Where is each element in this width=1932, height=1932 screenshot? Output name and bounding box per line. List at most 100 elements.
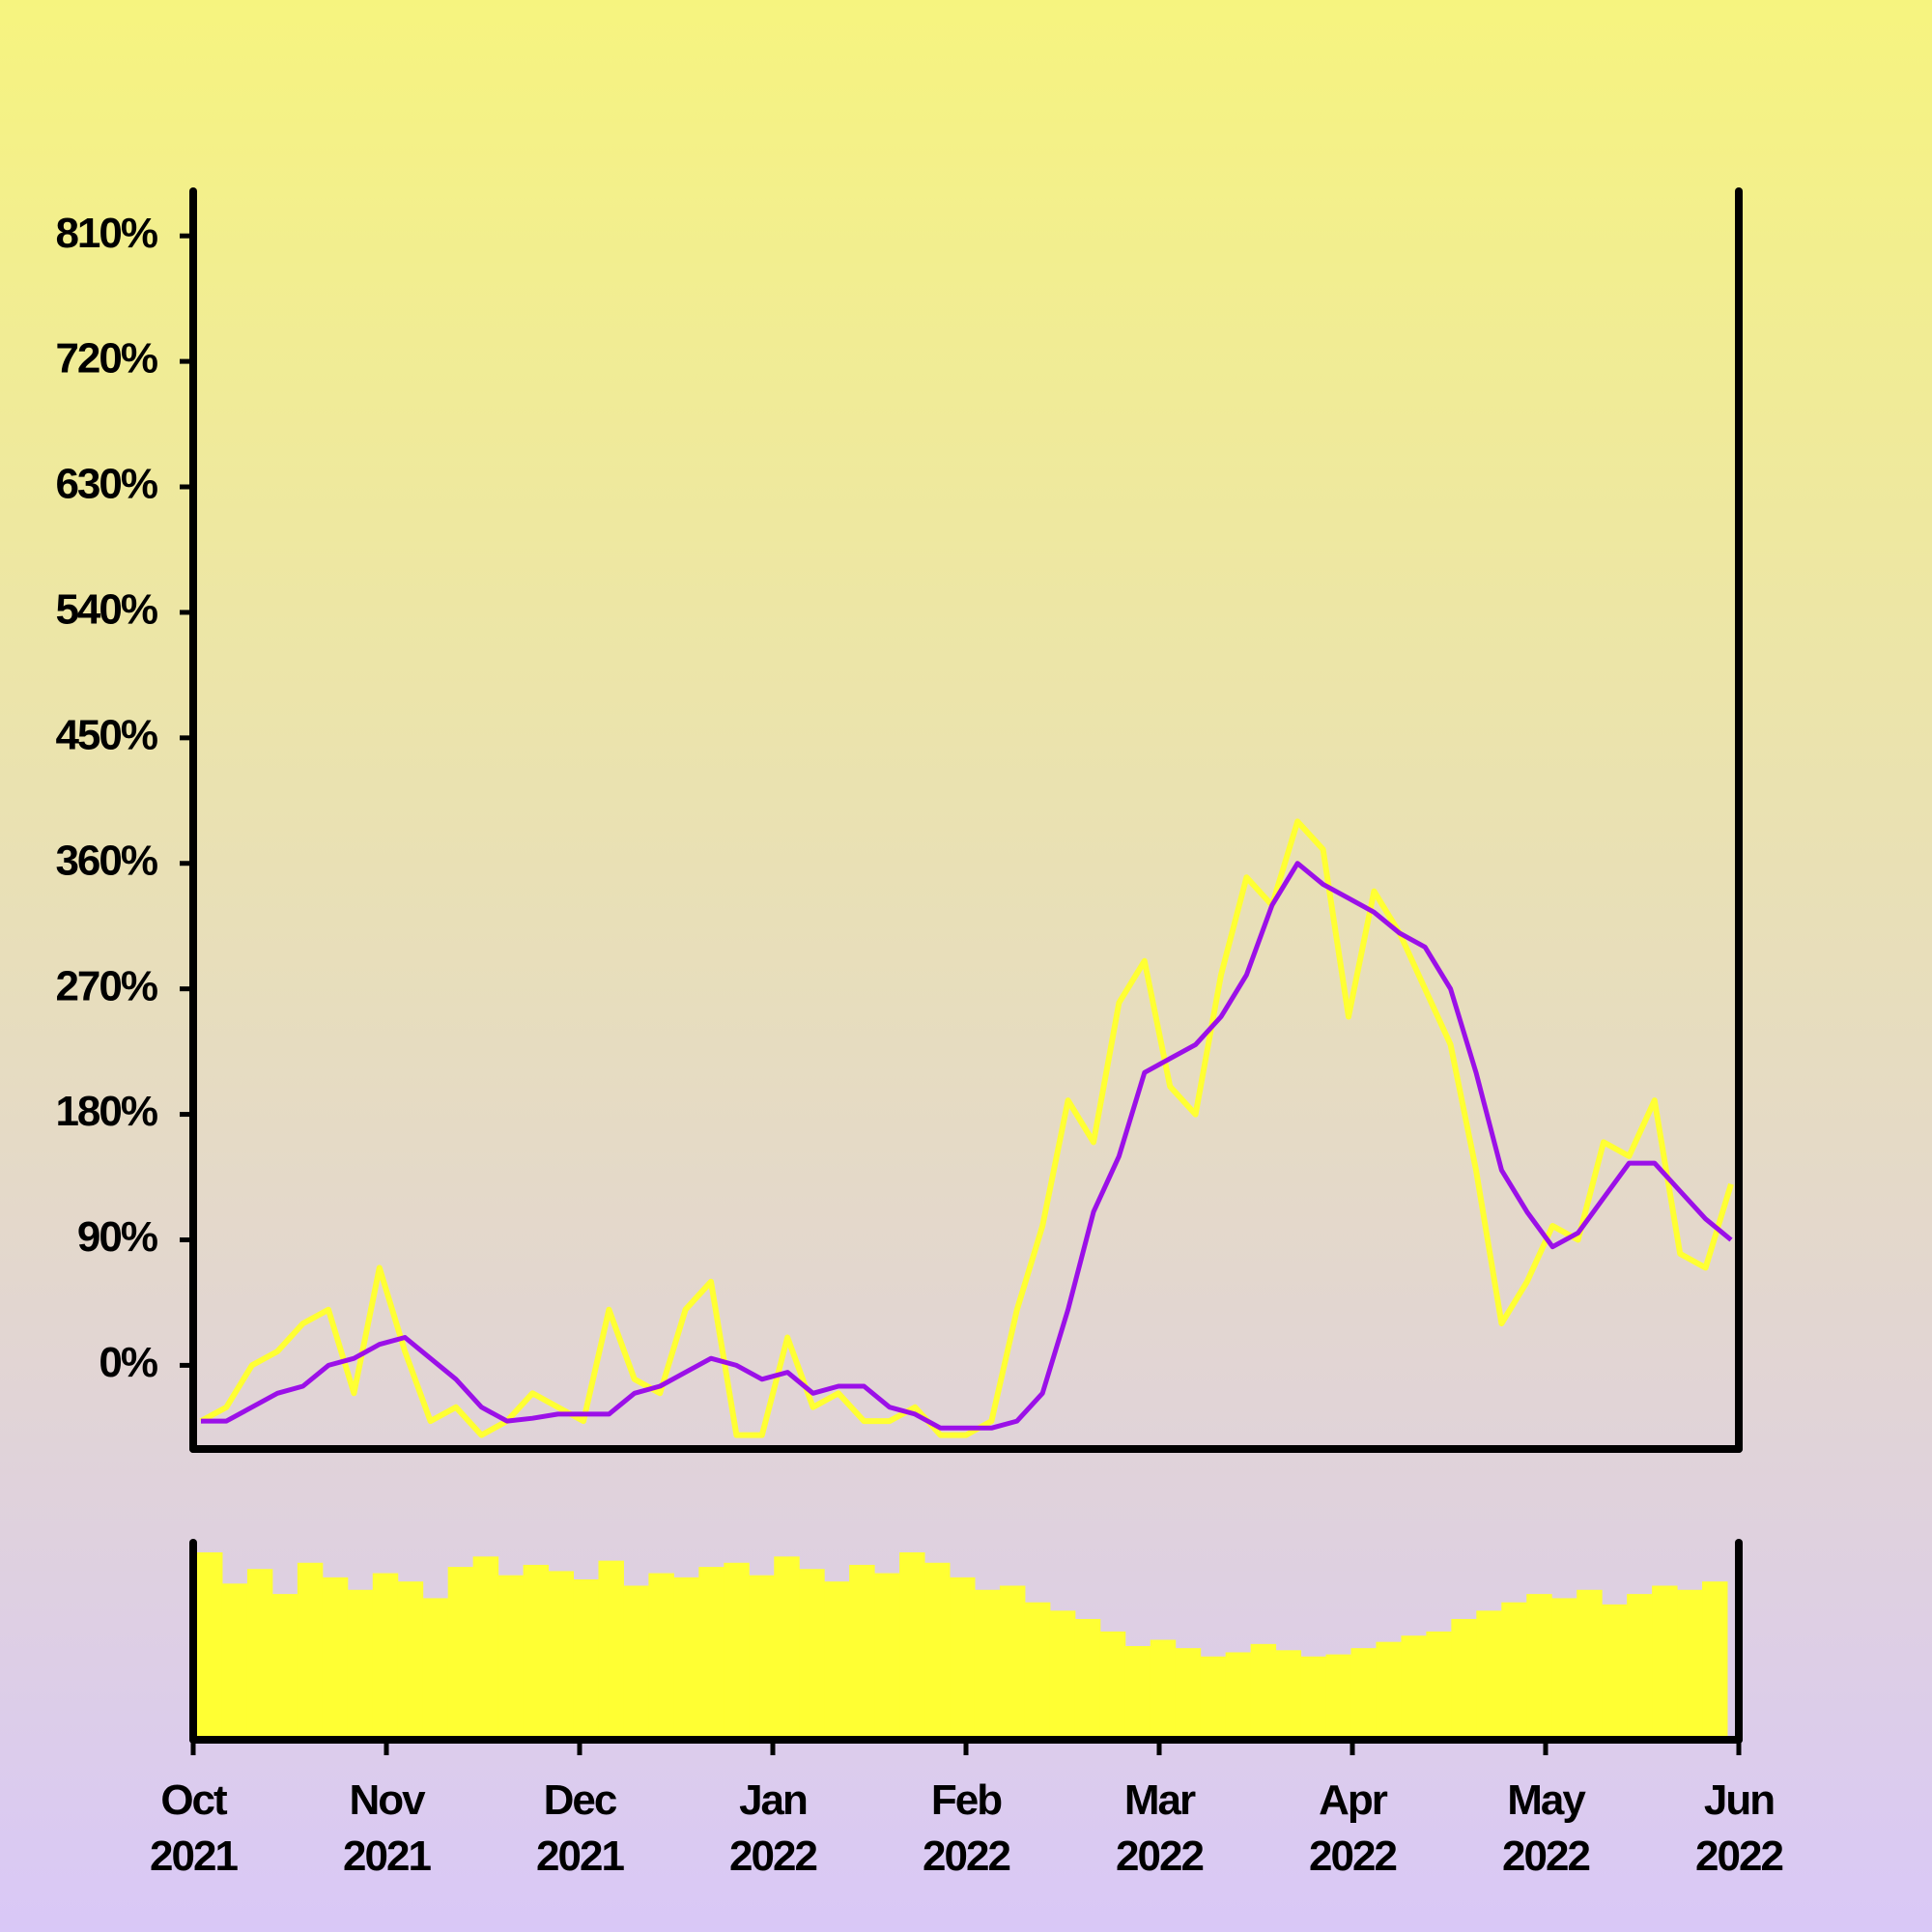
y-tick-label: 720% bbox=[55, 335, 156, 383]
x-tick-label-line: 2021 bbox=[343, 1833, 431, 1880]
volume-bar bbox=[1476, 1610, 1502, 1740]
volume-bar bbox=[1602, 1604, 1628, 1740]
x-tick-label-line: 2022 bbox=[1309, 1833, 1396, 1880]
volume-bar bbox=[724, 1562, 750, 1740]
y-tick-label: 450% bbox=[55, 711, 156, 758]
volume-bar bbox=[1702, 1581, 1728, 1740]
volume-bar bbox=[874, 1573, 900, 1740]
x-tick-label-line: 2021 bbox=[536, 1833, 624, 1880]
volume-bar bbox=[1325, 1654, 1351, 1740]
volume-bar bbox=[1350, 1648, 1377, 1740]
volume-bar bbox=[1652, 1585, 1678, 1740]
volume-bar bbox=[246, 1569, 273, 1740]
x-tick-label-line: May bbox=[1507, 1776, 1586, 1824]
y-tick-label: 180% bbox=[55, 1088, 156, 1135]
volume-bar bbox=[548, 1571, 575, 1740]
plot: 0% 90% 180% 270% 360% 450% 540% 630% 720% 810% Oct… bbox=[55, 187, 1784, 1880]
volume-bar bbox=[799, 1569, 825, 1740]
y-tick-label: 0% bbox=[99, 1339, 156, 1386]
x-tick-label-line: 2021 bbox=[150, 1833, 238, 1880]
volume-bar bbox=[899, 1552, 925, 1740]
volume-bar bbox=[673, 1577, 699, 1740]
volume-bar bbox=[648, 1573, 674, 1740]
volume-bar bbox=[1300, 1656, 1327, 1740]
x-tick-label-line: 2022 bbox=[1502, 1833, 1589, 1880]
volume-bar bbox=[1677, 1589, 1703, 1740]
volume-bar bbox=[950, 1577, 976, 1740]
volume-bar bbox=[1074, 1618, 1101, 1740]
volume-bar bbox=[1627, 1594, 1653, 1740]
y-tick-label: 810% bbox=[55, 210, 156, 257]
y-tick-label: 360% bbox=[55, 837, 156, 884]
x-tick-label: May 2022 bbox=[1502, 1776, 1589, 1880]
volume-bar bbox=[1526, 1594, 1552, 1740]
x-tick-label-line: Feb bbox=[931, 1776, 1002, 1824]
x-tick-label: Jun 2022 bbox=[1695, 1776, 1782, 1880]
volume-bar bbox=[824, 1581, 850, 1740]
x-tick-label-line: Oct bbox=[160, 1776, 228, 1824]
volume-bar bbox=[1200, 1656, 1227, 1740]
y-tick-label: 540% bbox=[55, 586, 156, 634]
x-tick-label-line: Mar bbox=[1124, 1776, 1196, 1824]
x-tick-label-line: Jun bbox=[1704, 1776, 1774, 1824]
volume-bar bbox=[1451, 1618, 1477, 1740]
volume-bar bbox=[774, 1556, 800, 1740]
volume-bar bbox=[1250, 1643, 1277, 1740]
x-tick-label-line: 2022 bbox=[729, 1833, 816, 1880]
volume-bar bbox=[749, 1575, 775, 1740]
y-tick-label: 630% bbox=[55, 461, 156, 508]
y-tick-label: 270% bbox=[55, 962, 156, 1009]
volume-bar bbox=[1049, 1610, 1076, 1740]
x-tick-label: Dec 2021 bbox=[536, 1776, 624, 1880]
x-tick-label-line: 2022 bbox=[923, 1833, 1009, 1880]
x-tick-label-line: 2022 bbox=[1116, 1833, 1203, 1880]
x-tick-label-line: Jan bbox=[739, 1776, 807, 1824]
volume-bar bbox=[924, 1562, 951, 1740]
x-tick-label: Nov 2021 bbox=[343, 1776, 431, 1880]
volume-bar bbox=[322, 1577, 349, 1740]
volume-bar bbox=[1225, 1652, 1252, 1740]
volume-bar bbox=[698, 1567, 724, 1740]
volume-bar bbox=[497, 1575, 525, 1740]
volume-bar bbox=[447, 1567, 474, 1740]
volume-bar bbox=[197, 1552, 223, 1740]
x-tick-label: Jan 2022 bbox=[729, 1776, 816, 1880]
volume-bar bbox=[472, 1556, 499, 1740]
volume-bar bbox=[1577, 1589, 1603, 1740]
volume-bar bbox=[999, 1585, 1026, 1740]
volume-bar bbox=[1275, 1650, 1302, 1740]
volume-bar bbox=[573, 1579, 599, 1740]
volume-bar bbox=[1401, 1635, 1427, 1740]
x-tick-label-line: 2022 bbox=[1695, 1833, 1782, 1880]
volume-bar bbox=[1426, 1631, 1452, 1740]
volume-bar bbox=[598, 1560, 624, 1740]
volume-bar bbox=[1376, 1641, 1402, 1740]
x-tick-label-line: Dec bbox=[544, 1776, 617, 1824]
volume-bar bbox=[422, 1598, 449, 1740]
volume-bar bbox=[974, 1589, 1001, 1740]
volume-bar bbox=[1024, 1602, 1051, 1740]
x-tick-label-line: Nov bbox=[349, 1776, 426, 1824]
volume-bar bbox=[1175, 1648, 1202, 1740]
volume-bar bbox=[623, 1585, 649, 1740]
volume-bar bbox=[523, 1564, 550, 1740]
series-line bbox=[199, 818, 1734, 1438]
volume-bar bbox=[347, 1589, 374, 1740]
volume-bar bbox=[1150, 1639, 1177, 1740]
volume-bar bbox=[1099, 1631, 1126, 1740]
volume-bar bbox=[1501, 1602, 1527, 1740]
x-tick-label: Oct 2021 bbox=[150, 1776, 238, 1880]
y-tick-label: 90% bbox=[77, 1213, 157, 1261]
volume-bar bbox=[1551, 1598, 1577, 1740]
x-tick-label: Mar 2022 bbox=[1116, 1776, 1203, 1880]
x-tick-label-line: Apr bbox=[1319, 1776, 1388, 1824]
volume-bar bbox=[1124, 1646, 1151, 1740]
x-tick-label: Feb 2022 bbox=[923, 1776, 1009, 1880]
volume-bar bbox=[849, 1564, 875, 1740]
volume-bar bbox=[221, 1583, 248, 1740]
series-line bbox=[201, 861, 1733, 1431]
x-tick-label: Apr 2022 bbox=[1309, 1776, 1396, 1880]
volume-bar bbox=[397, 1581, 424, 1740]
volume-bar bbox=[271, 1594, 298, 1740]
